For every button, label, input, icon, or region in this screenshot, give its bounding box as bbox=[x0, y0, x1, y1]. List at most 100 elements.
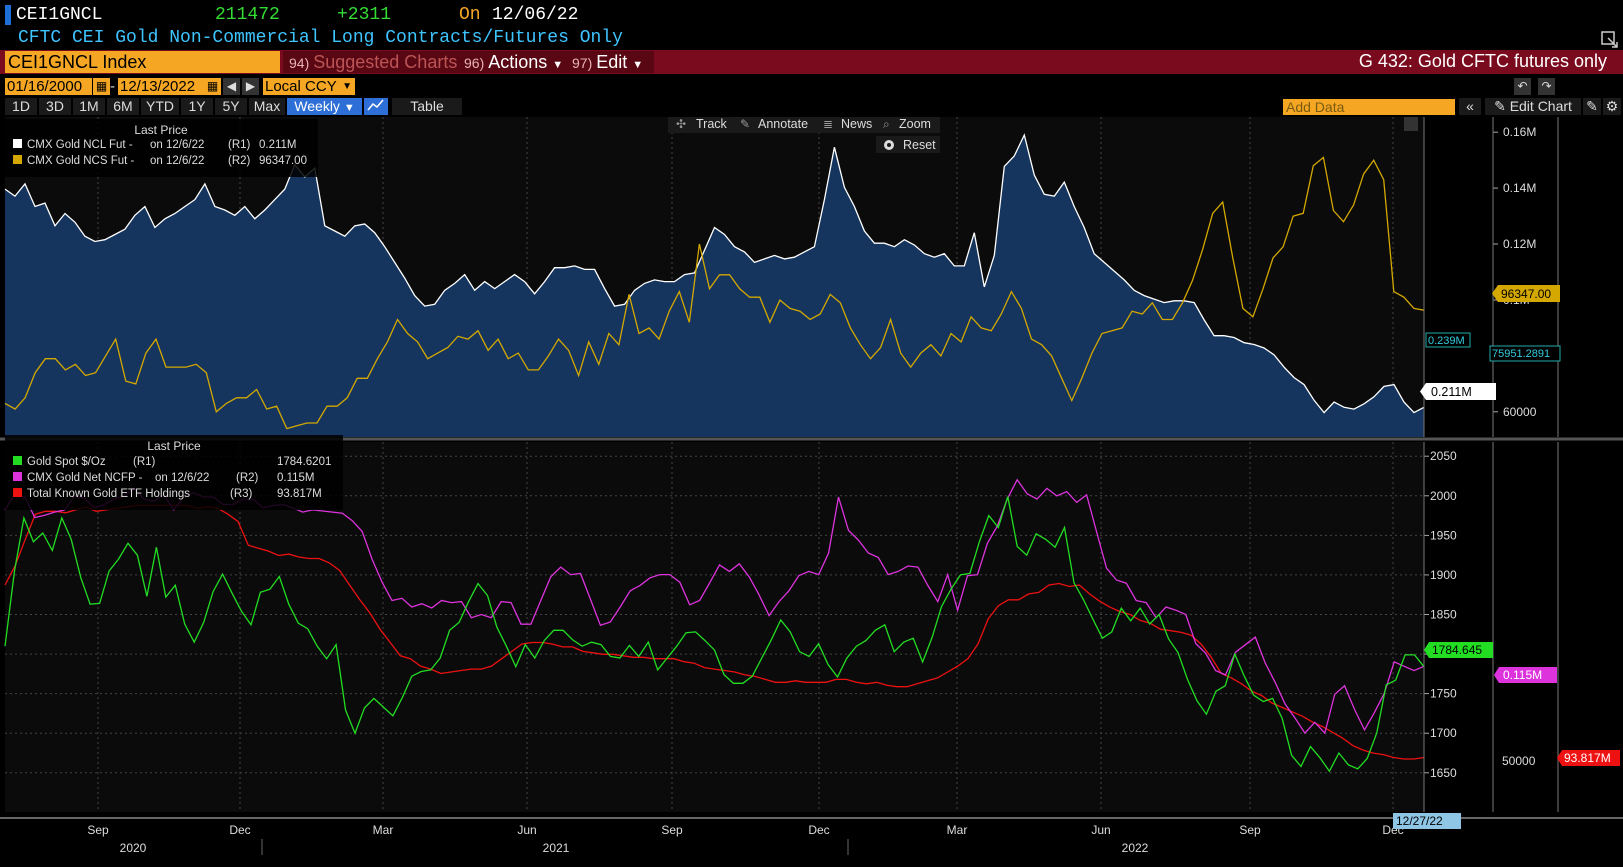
suggested-charts-button[interactable]: 94) Suggested Charts bbox=[283, 51, 459, 73]
x-month-label-1: Dec bbox=[229, 823, 250, 837]
ncs-line bbox=[4, 156, 1425, 430]
suggested-label: Suggested Charts bbox=[313, 52, 458, 72]
x-month-label-6: Mar bbox=[947, 823, 968, 837]
chart-toolbar: ✣ Track ✎ Annotate ≣ News ⌕ Zoom Reset bbox=[668, 115, 1418, 153]
actions-menu[interactable]: 96) Actions ▼ bbox=[458, 51, 567, 73]
ncl-legend-axis: (R1) bbox=[228, 139, 251, 151]
currency-select[interactable]: Local CCY ▼ bbox=[263, 78, 355, 95]
start-date-input[interactable]: 01/16/2000 bbox=[5, 78, 92, 95]
range-5y[interactable]: 5Y bbox=[215, 98, 247, 115]
etf-line bbox=[4, 504, 1425, 760]
news-button[interactable]: ≣ News bbox=[823, 117, 872, 131]
edit-number: 97) bbox=[572, 55, 593, 71]
ncl-swatch bbox=[13, 139, 22, 148]
etf-legend-axis: (R3) bbox=[230, 488, 253, 500]
edit-menu[interactable]: 97) Edit ▼ bbox=[566, 51, 654, 73]
ncfp-legend-name: CMX Gold Net NCFP - bbox=[27, 472, 143, 484]
edit-label: Edit bbox=[596, 52, 628, 72]
draw-icon[interactable]: ✎ bbox=[1583, 98, 1601, 115]
news-label: News bbox=[841, 117, 872, 131]
security-description: CFTC CEI Gold Non-Commercial Long Contra… bbox=[18, 28, 623, 48]
end-calendar-icon[interactable]: ▦ bbox=[204, 78, 221, 95]
chart-type-icon[interactable] bbox=[364, 98, 388, 115]
ncs-legend-on: on 12/6/22 bbox=[150, 155, 204, 167]
ncs-legend-value: 96347.00 bbox=[259, 155, 307, 167]
range-ytd[interactable]: YTD bbox=[141, 98, 179, 115]
frequency-select[interactable]: Weekly ▼ bbox=[287, 98, 362, 115]
ncl-current-tag: 0.211M bbox=[1431, 385, 1472, 399]
etf-swatch bbox=[13, 488, 22, 497]
actions-number: 96) bbox=[464, 55, 485, 71]
actions-label: Actions bbox=[488, 52, 548, 72]
x-month-label-8: Sep bbox=[1239, 823, 1261, 837]
ncs-swatch bbox=[13, 155, 22, 164]
chart-area[interactable]: 0.2M0.22M0.24M0.26M0.28M0.3M0.32M0.34M0.… bbox=[0, 115, 1623, 862]
cursor-date-tag: 12/27/22 bbox=[1396, 814, 1443, 828]
track-button[interactable]: ✣ Track bbox=[676, 117, 728, 131]
ax1r2-label-0: 60000 bbox=[1503, 405, 1537, 419]
collapse-icon[interactable]: « bbox=[1459, 98, 1481, 115]
ax1r2-label-5: 0.16M bbox=[1503, 125, 1536, 139]
track-label: Track bbox=[696, 117, 728, 131]
on-date: 12/06/22 bbox=[492, 5, 579, 25]
range-max[interactable]: Max bbox=[249, 98, 285, 115]
ncfp-legend-on: on 12/6/22 bbox=[155, 472, 209, 484]
prev-period-icon[interactable]: ◀ bbox=[223, 78, 240, 95]
reset-button[interactable]: Reset bbox=[876, 136, 940, 153]
add-data-input[interactable]: Add Data bbox=[1283, 99, 1455, 115]
chart-title: G 432: Gold CFTC futures only bbox=[1358, 51, 1607, 71]
zoom-label: Zoom bbox=[899, 117, 931, 131]
last-value: 211472 bbox=[215, 5, 280, 25]
range-6m[interactable]: 6M bbox=[107, 98, 139, 115]
date-controls: 01/16/2000 ▦ - 12/13/2022 ▦ ◀ ▶ Local CC… bbox=[0, 76, 1623, 96]
x-year-label-2: 2022 bbox=[1122, 841, 1149, 855]
ncl-line bbox=[4, 133, 1425, 414]
ncs-current-tag: 96347.00 bbox=[1501, 287, 1551, 301]
redo-icon[interactable]: ↷ bbox=[1538, 78, 1555, 95]
currency-caret-icon: ▼ bbox=[342, 81, 352, 92]
lower-legend-title: Last Price bbox=[147, 439, 201, 453]
etf-legend-name: Total Known Gold ETF Holdings bbox=[27, 488, 190, 500]
gold-line bbox=[4, 496, 1425, 773]
gold-legend-name: Gold Spot $/Oz bbox=[27, 456, 106, 468]
range-1d[interactable]: 1D bbox=[5, 98, 37, 115]
edit-chart-label: Edit Chart bbox=[1509, 98, 1572, 114]
x-month-label-4: Sep bbox=[661, 823, 683, 837]
pencil-icon: ✎ bbox=[1494, 98, 1506, 114]
ncl-area bbox=[5, 135, 1424, 437]
edit-chart-button[interactable]: ✎ Edit Chart bbox=[1485, 98, 1581, 115]
ax2r1-label-5: 1900 bbox=[1430, 568, 1457, 582]
zoom-button[interactable]: ⌕ Zoom bbox=[883, 117, 931, 131]
actions-caret-icon: ▼ bbox=[552, 59, 564, 71]
track-icon: ✣ bbox=[676, 117, 686, 131]
gear-icon[interactable]: ⚙ bbox=[1603, 98, 1621, 115]
news-icon: ≣ bbox=[823, 117, 833, 131]
x-year-label-1: 2021 bbox=[543, 841, 570, 855]
ax1r2-label-3: 0.12M bbox=[1503, 237, 1536, 251]
panel-scroll-icon[interactable] bbox=[1404, 117, 1418, 131]
start-calendar-icon[interactable]: ▦ bbox=[93, 78, 110, 95]
undo-icon[interactable]: ↶ bbox=[1514, 78, 1531, 95]
table-button[interactable]: Table bbox=[392, 98, 462, 115]
ticker-symbol: CEI1GNCL bbox=[16, 5, 103, 25]
ax2r1-label-6: 1950 bbox=[1430, 528, 1457, 542]
lower-legend[interactable]: Last Price Gold Spot $/Oz (R1) 1784.6201… bbox=[5, 435, 343, 510]
popout-icon[interactable] bbox=[1599, 29, 1619, 49]
change-value: +2311 bbox=[337, 5, 392, 25]
ncl-legend-value: 0.211M bbox=[259, 139, 297, 151]
next-period-icon[interactable]: ▶ bbox=[242, 78, 259, 95]
end-date-input[interactable]: 12/13/2022 bbox=[118, 78, 205, 95]
range-1y[interactable]: 1Y bbox=[181, 98, 213, 115]
ax2r1-label-7: 2000 bbox=[1430, 489, 1457, 503]
reset-label: Reset bbox=[903, 138, 936, 152]
ax2r1-label-2: 1750 bbox=[1430, 687, 1457, 701]
ax2r1-label-0: 1650 bbox=[1430, 766, 1457, 780]
range-3d[interactable]: 3D bbox=[39, 98, 71, 115]
gold-current-tag: 1784.645 bbox=[1432, 643, 1482, 657]
annotate-label: Annotate bbox=[758, 117, 808, 131]
annotate-button[interactable]: ✎ Annotate bbox=[740, 117, 808, 131]
upper-legend[interactable]: Last Price CMX Gold NCL Fut - on 12/6/22… bbox=[5, 119, 318, 177]
security-input[interactable]: CEI1GNCL Index bbox=[5, 51, 280, 73]
range-1m[interactable]: 1M bbox=[73, 98, 105, 115]
